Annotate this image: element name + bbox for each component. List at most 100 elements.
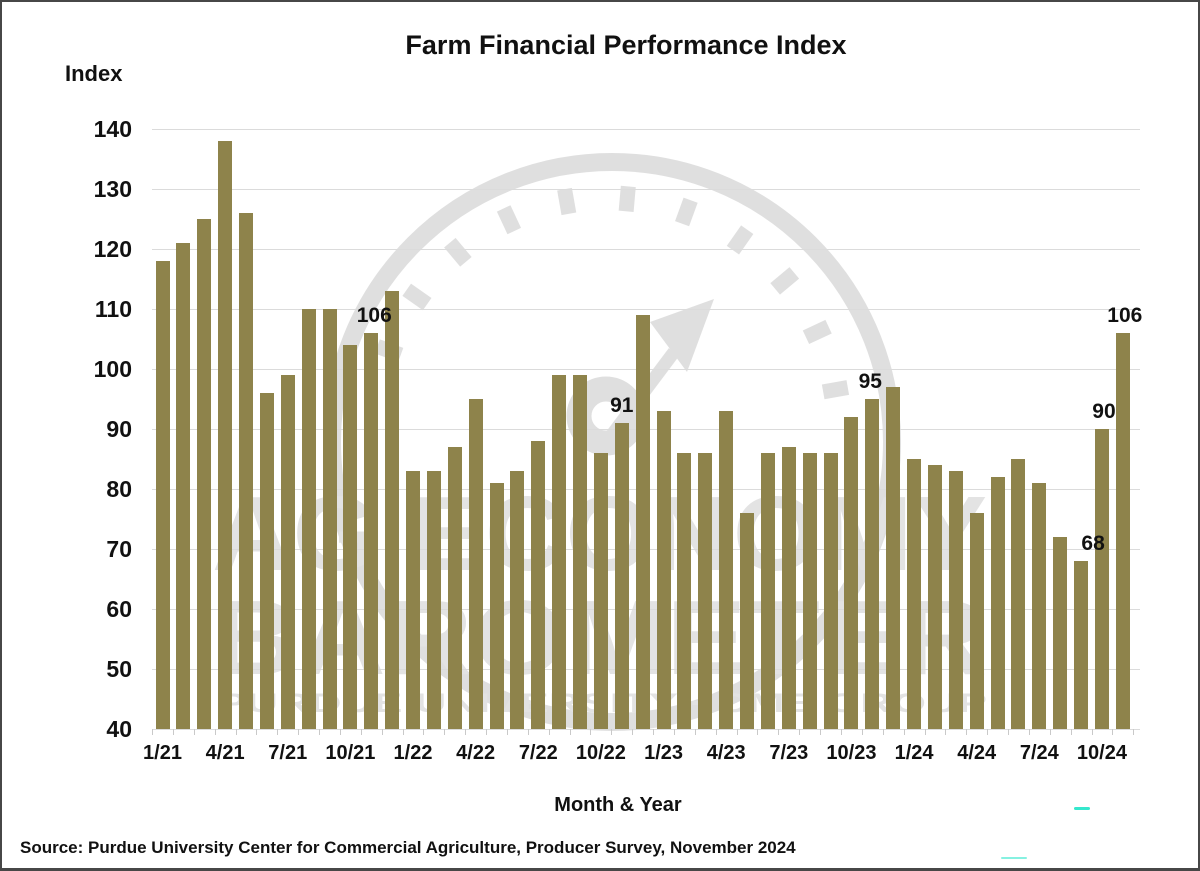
x-axis-tick [298, 729, 300, 735]
x-axis-tick [820, 729, 822, 735]
bar-6-24 [1011, 459, 1026, 729]
bar-12-21 [385, 291, 400, 729]
x-tick-label: 1/21 [143, 742, 182, 764]
bar-1-22 [406, 471, 421, 729]
bar-12-22 [635, 315, 650, 729]
bar-11-22 [614, 423, 629, 729]
value-label-11-23: 95 [858, 370, 882, 393]
bar-9-21 [322, 309, 337, 729]
bar-3-22 [447, 447, 462, 729]
bar-5-23 [740, 513, 755, 729]
bar-11-24 [1115, 333, 1130, 729]
bar-9-22 [573, 375, 588, 729]
x-axis-tick [632, 729, 634, 735]
x-axis-tick [402, 729, 404, 735]
x-axis-tick [736, 729, 738, 735]
x-axis-tick [527, 729, 529, 735]
x-axis-tick [882, 729, 884, 735]
x-tick-label: 1/23 [644, 742, 684, 764]
bar-7-23 [781, 447, 796, 729]
x-axis-tick [235, 729, 237, 735]
x-axis-tick [548, 729, 550, 735]
bar-8-23 [802, 453, 817, 729]
x-tick-label: 10/21 [325, 742, 376, 764]
gauge-dash [402, 283, 432, 311]
gridline [152, 129, 1140, 130]
bar-4-24 [969, 513, 984, 729]
bar-2-23 [677, 453, 692, 729]
y-tick-label: 60 [106, 596, 132, 622]
teal-artifact-mark [1074, 807, 1090, 810]
bar-6-23 [760, 453, 775, 729]
y-axis-title: Index [65, 61, 123, 86]
bar-4-21 [218, 141, 233, 729]
bar-9-24 [1074, 561, 1089, 729]
y-tick-label: 50 [106, 656, 132, 682]
gauge-dash [675, 197, 698, 227]
bar-10-21 [343, 345, 358, 729]
x-axis-tick [987, 729, 989, 735]
bar-5-24 [990, 477, 1005, 729]
gridline [152, 189, 1140, 190]
x-axis-tick [214, 729, 216, 735]
value-label-9-24: 68 [1081, 532, 1105, 555]
x-tick-label: 7/23 [769, 742, 809, 764]
x-axis-tick [799, 729, 801, 735]
x-axis-tick [757, 729, 759, 735]
y-tick-label: 110 [94, 296, 132, 322]
chart-title: Farm Financial Performance Index [405, 30, 847, 60]
y-tick-label: 120 [93, 236, 132, 262]
x-axis-tick [673, 729, 675, 735]
bar-6-22 [510, 471, 525, 729]
bar-7-24 [1032, 483, 1047, 729]
x-axis-tick [465, 729, 467, 735]
x-axis-tick [778, 729, 780, 735]
bar-7-22 [531, 441, 546, 729]
x-tick-label: 4/24 [957, 742, 997, 764]
x-axis-tick [193, 729, 195, 735]
x-tick-label: 1/24 [894, 742, 934, 764]
gauge-dash [557, 187, 577, 216]
bar-11-23 [865, 399, 880, 729]
y-tick-label: 40 [106, 716, 132, 742]
value-label-10-24: 90 [1092, 400, 1116, 423]
x-axis-tick [172, 729, 174, 735]
bar-1-21 [155, 261, 170, 729]
gridline [152, 729, 1140, 730]
x-axis-title: Month & Year [554, 794, 682, 816]
bar-2-22 [426, 471, 441, 729]
x-axis-tick [1049, 729, 1051, 735]
source-text: Source: Purdue University Center for Com… [20, 838, 796, 857]
x-axis-tick [423, 729, 425, 735]
x-axis-tick [1112, 729, 1114, 735]
bar-1-24 [907, 459, 922, 729]
bar-3-24 [948, 471, 963, 729]
x-axis-tick [381, 729, 383, 735]
x-axis-tick [924, 729, 926, 735]
plot-area: 1/21 4/21 7/21 10/21 1/22 4/22 7/22 10/22 1/23 4/… [143, 129, 1143, 764]
x-axis-tick [360, 729, 362, 735]
bar-8-21 [301, 309, 316, 729]
bar-9-23 [823, 453, 838, 729]
value-label-11-24: 106 [1107, 304, 1143, 327]
x-tick-label: 10/23 [826, 742, 877, 764]
x-axis-tick [1091, 729, 1093, 735]
gauge-dash [496, 205, 522, 235]
y-tick-label: 100 [93, 356, 132, 382]
gridline [152, 309, 1140, 310]
y-tick-label: 70 [106, 536, 132, 562]
gauge-dash [618, 185, 636, 212]
x-tick-label: 4/21 [205, 742, 245, 764]
x-tick-label: 1/22 [393, 742, 433, 764]
x-axis-tick [903, 729, 905, 735]
x-axis-tick [1070, 729, 1072, 735]
bar-6-21 [259, 393, 274, 729]
bar-4-22 [468, 399, 483, 729]
gauge-needle-arrowhead [650, 299, 714, 372]
bar-12-23 [886, 387, 901, 729]
x-axis-tick [277, 729, 279, 735]
value-label-11-22: 91 [610, 394, 634, 417]
gauge-dash [821, 380, 850, 400]
x-tick-label: 10/24 [1076, 742, 1127, 764]
x-axis-tick [569, 729, 571, 735]
